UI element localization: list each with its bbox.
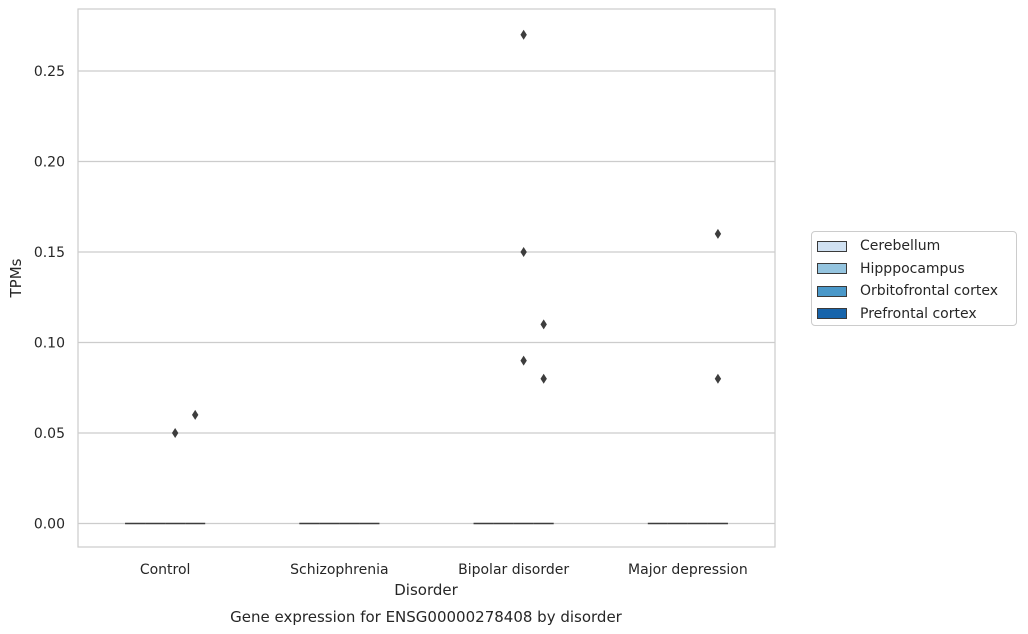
outlier-point: [520, 355, 527, 366]
x-tick-label: Control: [140, 562, 191, 578]
chart-caption: Gene expression for ENSG00000278408 by d…: [230, 608, 623, 626]
x-tick-label: Major depression: [628, 562, 748, 578]
legend-swatch: [817, 240, 847, 252]
y-tick-label: 0.20: [34, 155, 65, 171]
legend: Cerebellum Hipppocampus Orbitofrontal cort…: [811, 231, 1017, 326]
x-tick-label: Schizophrenia: [290, 562, 388, 578]
outlier-point: [191, 409, 199, 420]
outlier-point: [714, 228, 722, 239]
outlier-point: [714, 373, 722, 384]
y-tick-label: 0.15: [34, 245, 65, 261]
plot-frame: [77, 8, 776, 548]
y-axis: 0.00 0.05 0.10 0.15 0.20 0.25: [34, 64, 65, 533]
legend-item: Hipppocampus: [817, 258, 1016, 281]
outlier-point: [171, 428, 179, 438]
legend-swatch: [817, 263, 847, 275]
legend-item: Prefrontal cortex: [817, 303, 1016, 326]
outlier-point: [540, 319, 547, 330]
outlier-point: [520, 29, 527, 40]
y-axis-label: TPMs: [7, 258, 25, 298]
legend-label: Orbitofrontal cortex: [860, 283, 998, 300]
x-tick-label: Bipolar disorder: [458, 562, 569, 578]
legend-label: Hipppocampus: [860, 260, 965, 277]
outliers: [171, 29, 722, 438]
y-tick-label: 0.05: [34, 426, 65, 442]
legend-label: Cerebellum: [860, 238, 941, 255]
x-axis: Control Schizophrenia Bipolar disorder Majo…: [140, 562, 748, 578]
outlier-point: [520, 247, 527, 257]
outlier-point: [540, 373, 547, 384]
y-tick-label: 0.10: [34, 336, 65, 352]
legend-item: Cerebellum: [817, 235, 1016, 258]
legend-item: Orbitofrontal cortex: [817, 280, 1016, 303]
legend-swatch: [817, 285, 847, 297]
grid: [78, 70, 775, 525]
legend-swatch: [817, 308, 847, 320]
x-axis-label: Disorder: [394, 581, 458, 599]
y-tick-label: 0.00: [34, 517, 65, 533]
legend-label: Prefrontal cortex: [860, 305, 977, 322]
y-tick-label: 0.25: [34, 64, 65, 80]
